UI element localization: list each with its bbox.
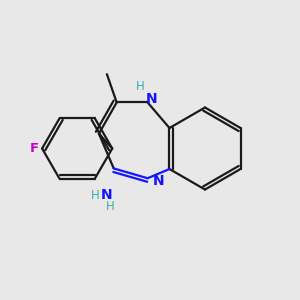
- Text: N: N: [146, 92, 157, 106]
- Text: F: F: [29, 142, 38, 155]
- Text: H: H: [91, 189, 100, 202]
- Text: N: N: [153, 174, 165, 188]
- Text: N: N: [101, 188, 112, 202]
- Text: H: H: [106, 200, 114, 213]
- Text: H: H: [136, 80, 145, 93]
